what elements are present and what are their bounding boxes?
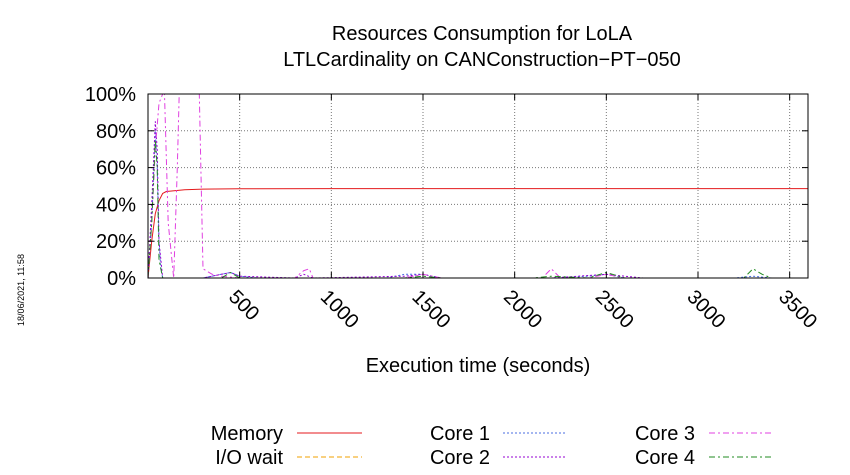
plot-lines [147, 93, 808, 279]
x-tick-label: 2000 [499, 286, 546, 333]
x-axis-label: Execution time (seconds) [366, 355, 591, 377]
legend-label-i-o-wait: I/O wait [215, 447, 283, 469]
chart-title: Resources Consumption for LoLA [332, 23, 633, 45]
x-tick-label: 500 [224, 286, 263, 325]
plot-frame [147, 93, 809, 279]
grid-lines [148, 94, 808, 278]
y-tick-label: 0% [107, 268, 136, 290]
x-tick-label: 1000 [316, 286, 363, 333]
y-tick-label: 100% [85, 84, 136, 106]
legend-label-core-4: Core 4 [635, 447, 695, 469]
legend-label-memory: Memory [211, 423, 283, 445]
series-line-core-1 [147, 130, 808, 279]
x-tick-label: 3500 [774, 286, 821, 333]
series-line-core-3 [147, 93, 808, 279]
x-tick-label: 2500 [591, 286, 638, 333]
y-tick-label: 60% [96, 158, 136, 180]
y-tick-label: 20% [96, 231, 136, 253]
timestamp-label: 18/06/2021, 11:58 [16, 254, 26, 326]
legend-label-core-2: Core 2 [430, 447, 490, 469]
x-tick-label: 1500 [407, 286, 454, 333]
y-axis-ticks: 0% 20% 40% 60% 80% 100% [85, 84, 808, 290]
x-tick-label: 3000 [682, 286, 729, 333]
series-line-memory [147, 188, 808, 279]
y-tick-label: 80% [96, 121, 136, 143]
series-line-core-2 [147, 121, 808, 279]
x-axis-ticks: 500 1000 1500 2000 2500 3000 3500 [224, 94, 821, 333]
chart-subtitle: LTLCardinality on CANConstruction−PT−050 [283, 49, 681, 71]
legend-label-core-1: Core 1 [430, 423, 490, 445]
y-tick-label: 40% [96, 194, 136, 216]
legend-label-core-3: Core 3 [635, 423, 695, 445]
series-line-core-4 [147, 139, 808, 279]
